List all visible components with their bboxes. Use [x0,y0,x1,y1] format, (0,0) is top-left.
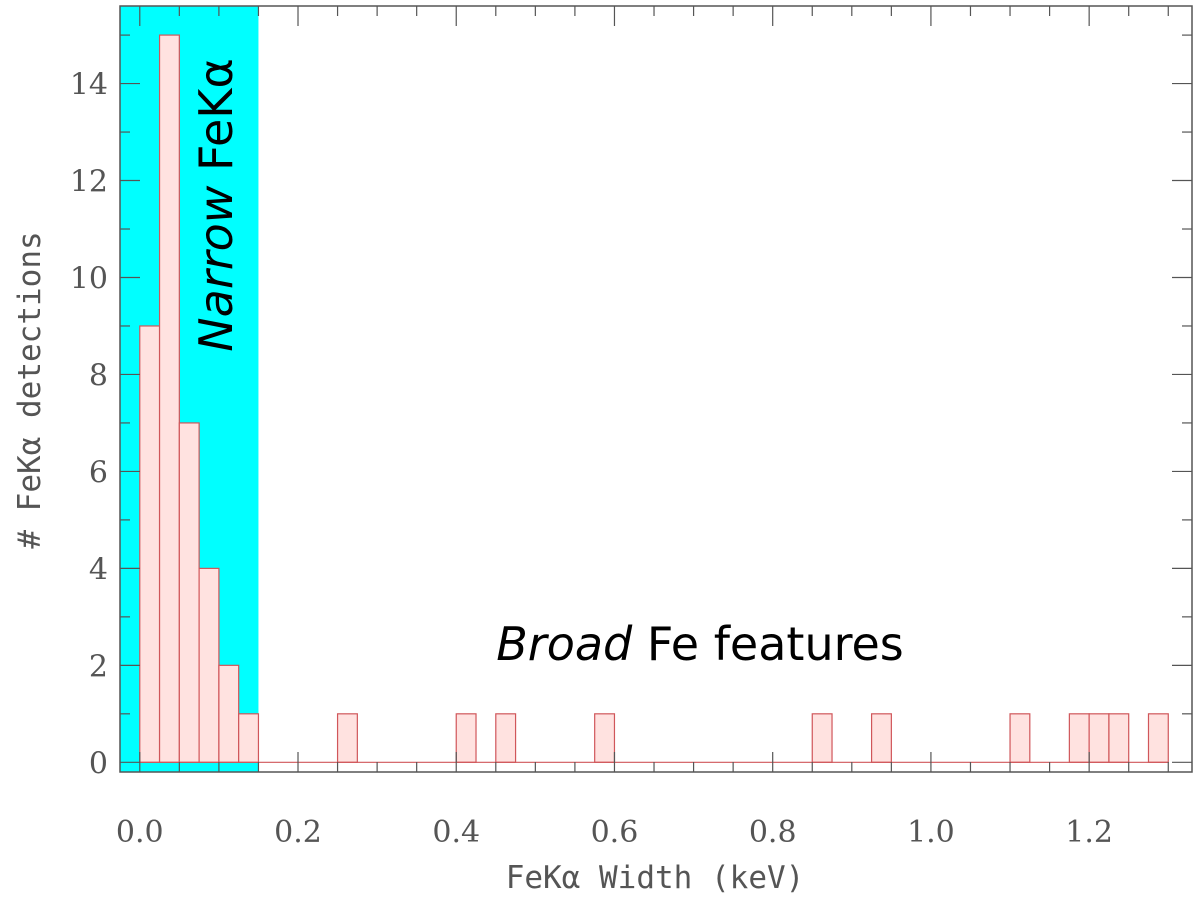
x-tick-label: 1.0 [907,815,955,850]
histogram-bar [238,713,260,763]
narrow-annotation: Narrow FeKα [189,58,243,352]
histogram-bar [1108,713,1130,763]
histogram-bar [158,34,180,763]
y-tick-label: 10 [70,261,108,296]
x-tick-label: 0.0 [116,815,164,850]
histogram-bar [218,664,240,763]
histogram-bar [495,713,517,763]
y-tick-label: 6 [89,455,108,490]
broad-annotation: Broad Fe features [496,617,904,671]
plot-frame [119,5,1193,773]
histogram-bar [870,713,892,763]
x-ticks-group: 0.0 0.2 0.4 0.6 0.8 1.0 1.2 [116,6,1169,850]
y-axis-title: # FeKα detections [12,231,48,548]
histogram-bar [1147,713,1169,763]
histogram-bar [811,713,833,763]
x-tick-label: 1.2 [1065,815,1113,850]
histogram-bar [1088,713,1110,763]
x-axis-title: FeKα Width (keV) [506,860,805,896]
histogram-bar [198,567,220,763]
y-tick-label: 0 [89,746,108,781]
x-tick-label: 0.8 [749,815,797,850]
histogram-bar [1009,713,1031,763]
y-tick-label: 14 [70,68,108,103]
x-tick-label: 0.2 [274,815,322,850]
histogram-bar [594,713,616,763]
histogram-bar [1068,713,1090,763]
x-tick-label: 0.4 [432,815,480,850]
narrow-annotation-italic: Narrow [189,185,243,352]
histogram-bar [455,713,477,763]
narrow-annotation-rest: FeKα [189,58,243,185]
broad-annotation-rest: Fe features [632,617,904,671]
histogram-bar [139,325,161,763]
y-tick-label: 4 [89,552,108,587]
histogram-bar [178,422,200,763]
y-ticks-group: 0 2 4 6 8 10 12 14 [70,34,1192,781]
y-tick-label: 12 [70,165,108,200]
bars-group [139,34,1169,763]
x-tick-label: 0.6 [591,815,639,850]
broad-annotation-italic: Broad [496,617,633,671]
y-tick-label: 2 [89,649,108,684]
histogram-bar [336,713,358,763]
y-tick-label: 8 [89,358,108,393]
